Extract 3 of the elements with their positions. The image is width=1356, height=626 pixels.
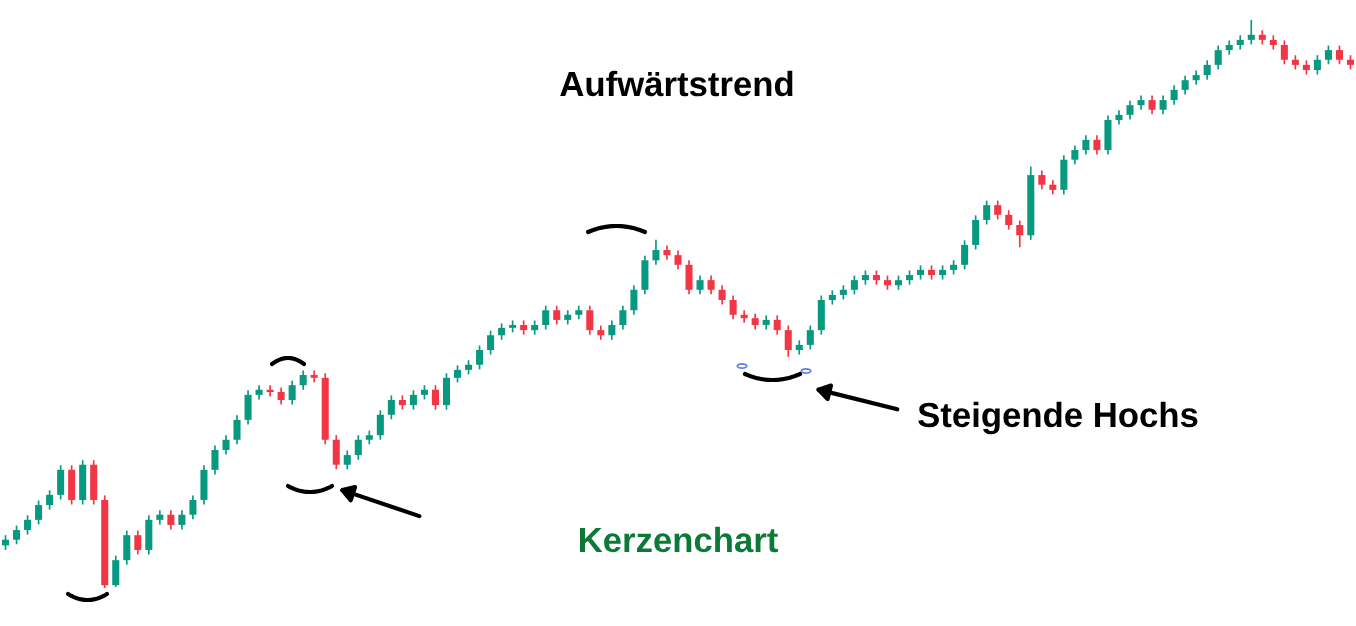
annotation: Steigende Hochs xyxy=(918,401,1198,435)
text: Aufwärtstrend xyxy=(560,70,793,97)
annotation: Kerzenchart xyxy=(579,526,778,553)
